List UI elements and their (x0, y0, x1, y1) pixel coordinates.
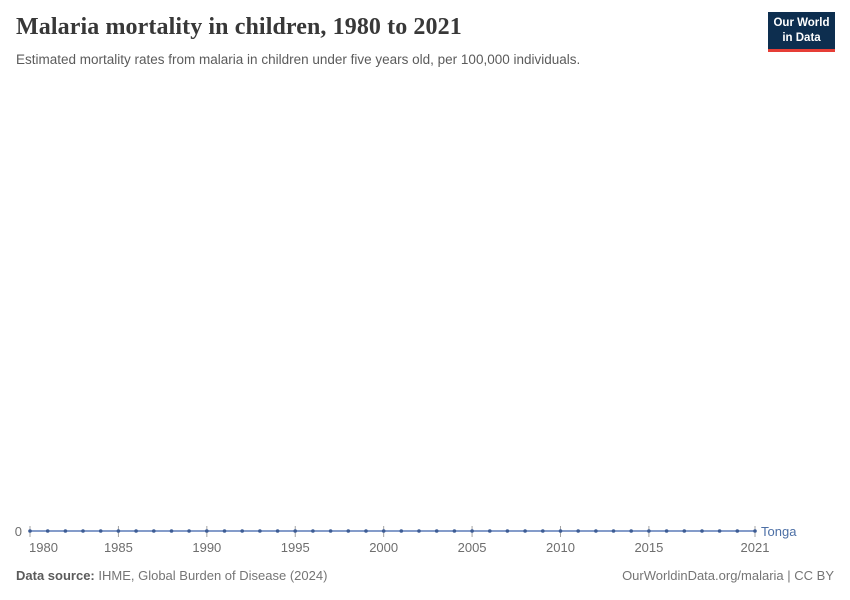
data-point[interactable] (488, 529, 492, 533)
data-source-value: IHME, Global Burden of Disease (2024) (94, 568, 328, 583)
data-point[interactable] (576, 529, 580, 533)
data-point[interactable] (452, 529, 457, 533)
owid-logo: Our World in Data (768, 12, 835, 52)
x-axis-tick-label: 1980 (29, 540, 58, 555)
data-point[interactable] (647, 529, 651, 533)
data-point[interactable] (205, 529, 209, 533)
x-axis-tick-label: 2010 (546, 540, 575, 555)
data-point[interactable] (664, 529, 669, 533)
data-point[interactable] (399, 529, 404, 533)
data-point[interactable] (700, 529, 704, 533)
data-point[interactable] (346, 529, 351, 533)
data-point[interactable] (81, 529, 85, 533)
data-point[interactable] (753, 529, 757, 533)
data-point[interactable] (717, 529, 722, 533)
page-title: Malaria mortality in children, 1980 to 2… (16, 14, 462, 40)
data-point[interactable] (594, 529, 598, 533)
x-axis-tick-label: 2005 (458, 540, 487, 555)
y-axis-tick-label: 0 (15, 524, 22, 539)
data-point[interactable] (169, 529, 174, 533)
data-point[interactable] (98, 529, 103, 533)
data-point[interactable] (523, 529, 527, 533)
data-point[interactable] (505, 529, 510, 533)
x-axis-tick-label: 1985 (104, 540, 133, 555)
data-point[interactable] (735, 529, 740, 533)
data-point[interactable] (629, 529, 633, 533)
data-point[interactable] (152, 529, 156, 533)
data-source-label: Data source: (16, 568, 95, 583)
data-point[interactable] (381, 529, 386, 533)
data-point[interactable] (275, 529, 280, 533)
attribution-note: OurWorldinData.org/malaria | CC BY (622, 568, 834, 583)
data-point[interactable] (28, 529, 32, 533)
data-point[interactable] (222, 529, 227, 533)
data-point[interactable] (311, 529, 315, 533)
data-point[interactable] (45, 529, 50, 533)
data-point[interactable] (470, 529, 474, 533)
owid-logo-line1: Our World (773, 16, 830, 29)
data-point[interactable] (434, 529, 439, 533)
x-axis-tick-label: 2000 (369, 540, 398, 555)
data-source-note: Data source: IHME, Global Burden of Dise… (16, 568, 327, 583)
data-point[interactable] (63, 529, 68, 533)
x-axis-tick-label: 2021 (741, 540, 770, 555)
data-point[interactable] (134, 529, 138, 533)
data-point[interactable] (328, 529, 333, 533)
data-point[interactable] (558, 529, 563, 533)
data-point[interactable] (364, 529, 368, 533)
x-axis-tick-label: 1995 (281, 540, 310, 555)
chart-subtitle: Estimated mortality rates from malaria i… (16, 52, 581, 67)
x-axis-tick-label: 1990 (192, 540, 221, 555)
data-point[interactable] (611, 529, 616, 533)
owid-logo-line2: in Data (782, 31, 821, 44)
entity-label-tonga[interactable]: Tonga (761, 524, 797, 539)
x-axis-tick-label: 2015 (634, 540, 663, 555)
data-point[interactable] (240, 529, 244, 533)
data-point[interactable] (116, 529, 121, 533)
data-point[interactable] (258, 529, 262, 533)
data-point[interactable] (682, 529, 687, 533)
data-point[interactable] (417, 529, 421, 533)
data-point[interactable] (541, 529, 545, 533)
data-point[interactable] (187, 529, 191, 533)
data-point[interactable] (293, 529, 298, 533)
